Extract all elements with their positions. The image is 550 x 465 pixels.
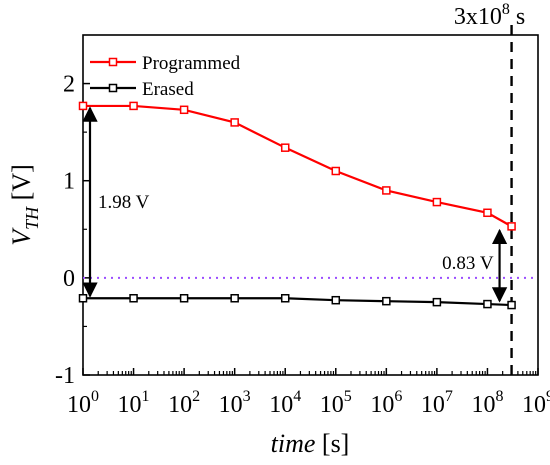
x-tick-label-base: 10 <box>168 392 192 418</box>
vertical-marker-label-unit: s <box>510 4 525 30</box>
x-axis-label-italic: time <box>271 429 316 458</box>
data-point <box>483 299 492 309</box>
data-point <box>78 101 88 111</box>
x-tick-label-base: 10 <box>219 392 243 418</box>
x-tick-label-exp: 5 <box>344 388 352 405</box>
x-tick-label: 108 <box>471 388 503 418</box>
x-tick-label: 106 <box>370 388 402 418</box>
x-tick-label-exp: 9 <box>546 388 550 405</box>
x-tick-label-exp: 3 <box>243 388 251 405</box>
x-tick-label-exp: 8 <box>495 388 503 405</box>
x-tick-label: 102 <box>168 388 200 418</box>
x-tick-label-base: 10 <box>320 392 344 418</box>
data-point <box>230 118 239 127</box>
y-tick-label: 2 <box>63 72 75 98</box>
y-tick-label: -1 <box>55 363 75 389</box>
x-tick-label: 107 <box>421 388 453 418</box>
y-axis-label-rest: [V] <box>7 164 36 207</box>
data-point <box>78 294 88 303</box>
x-tick-label-exp: 4 <box>293 388 301 405</box>
y-axis-label: VTH [V] <box>7 164 42 246</box>
data-point <box>507 300 516 310</box>
legend-label: Programmed <box>142 53 241 74</box>
legend-swatch-marker <box>108 57 118 67</box>
x-tick-label: 104 <box>269 388 301 418</box>
data-point <box>179 105 189 115</box>
x-tick-label-exp: 1 <box>142 388 150 405</box>
x-tick-label: 100 <box>67 388 99 418</box>
legend: Programmed Erased <box>90 53 241 100</box>
data-point <box>432 297 442 307</box>
vertical-marker-label: 3x108 s <box>454 1 525 30</box>
data-series <box>78 101 516 310</box>
y-axis-label-sub: TH <box>22 206 42 230</box>
difference-label: 0.83 V <box>442 253 494 274</box>
x-tick-label: 103 <box>219 388 251 418</box>
x-tick-label-base: 10 <box>421 392 445 418</box>
data-point <box>507 222 516 231</box>
difference-annotations: 1.98 V 0.83 V <box>82 106 508 303</box>
vertical-marker-label-exp: 8 <box>502 1 510 18</box>
x-tick-label-base: 10 <box>471 392 495 418</box>
data-point <box>382 186 391 195</box>
y-tick-label: 1 <box>63 169 75 195</box>
x-tick-label-base: 10 <box>522 392 546 418</box>
x-tick-label-exp: 6 <box>394 388 402 405</box>
y-axis-label-main: V <box>7 227 36 246</box>
x-tick-label-base: 10 <box>118 392 142 418</box>
x-tick-label-exp: 2 <box>192 388 200 405</box>
data-point <box>483 208 492 218</box>
data-point <box>432 197 442 207</box>
x-tick-label-base: 10 <box>67 392 91 418</box>
data-point <box>129 294 138 303</box>
x-tick-label: 109 <box>522 388 550 418</box>
x-tick-label-exp: 0 <box>91 388 99 405</box>
difference-label: 1.98 V <box>98 192 150 213</box>
vertical-marker-label-base: 3x10 <box>454 4 502 30</box>
data-point <box>331 166 341 176</box>
data-point <box>129 101 138 111</box>
data-point <box>179 294 189 303</box>
legend-label: Erased <box>142 79 194 100</box>
x-tick-label: 105 <box>320 388 352 418</box>
axis-ticks <box>82 82 539 376</box>
data-point <box>280 143 290 152</box>
x-axis-label-rest: [s] <box>315 429 349 458</box>
series-line <box>83 104 513 228</box>
legend-swatch-marker <box>108 83 118 93</box>
series-line <box>83 297 512 307</box>
data-point <box>382 296 391 306</box>
x-tick-label-base: 10 <box>269 392 293 418</box>
data-point <box>331 295 341 305</box>
data-point <box>280 294 290 303</box>
y-tick-label: 0 <box>63 266 75 292</box>
x-tick-label-base: 10 <box>370 392 394 418</box>
data-point <box>230 294 239 303</box>
x-axis-label: time [s] <box>271 429 350 458</box>
x-tick-label-exp: 7 <box>445 388 453 405</box>
x-tick-label: 101 <box>118 388 150 418</box>
